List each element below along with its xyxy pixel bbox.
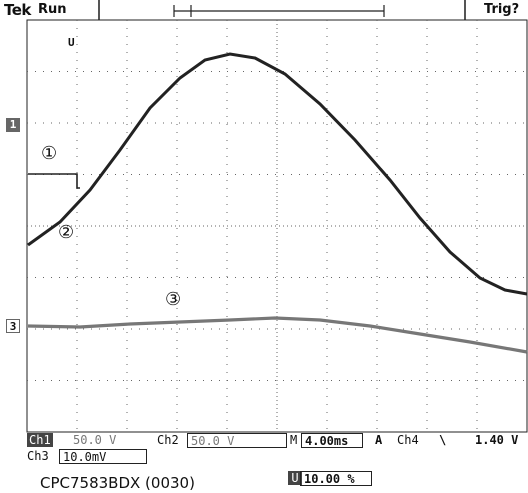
ch3-scale: 10.0mV: [59, 449, 147, 464]
status-readout-row-2: Ch3 10.0mV: [27, 449, 327, 465]
trigger-position-marker: U: [68, 36, 75, 49]
ch3-ground-marker: 3: [6, 319, 20, 333]
trace-ch3-waveform: [27, 316, 528, 354]
trace-ch2-waveform: [27, 52, 528, 296]
brand-logo: Tek: [4, 1, 31, 19]
trace-ch1-step: [28, 173, 80, 189]
ch2-label: Ch2: [157, 433, 179, 447]
trigger-mode: A: [375, 433, 383, 447]
trigger-source: Ch4: [397, 433, 419, 447]
position-marker-icon: U: [288, 471, 302, 485]
annotation-label-3: ③: [165, 289, 182, 310]
ch2-scale: 50.0 V: [187, 433, 287, 448]
header-divider-right: [464, 0, 466, 20]
timebase-value: 4.00ms: [301, 433, 363, 448]
annotation-label-1: ①: [41, 143, 58, 164]
figure-caption: CPC7583BDX (0030): [40, 474, 195, 492]
record-view-bracket: [173, 5, 385, 17]
ch3-label: Ch3: [27, 449, 49, 463]
position-value: 10.00 %: [300, 471, 372, 486]
graticule-grid: [27, 20, 527, 432]
ch1-scale: 50.0 V: [73, 433, 117, 447]
annotation-label-2: ②: [58, 222, 75, 243]
trigger-status: Trig?: [484, 2, 520, 17]
trigger-slope-icon: \: [439, 433, 447, 447]
trigger-level: 1.40 V: [475, 433, 519, 447]
ch1-ground-marker: 1: [6, 118, 20, 132]
acquisition-mode: Run: [38, 2, 67, 17]
status-readout-row-1: Ch1 50.0 V Ch2 50.0 V M 4.00ms A Ch4 \ 1…: [27, 433, 528, 449]
ch1-label: Ch1: [27, 433, 53, 447]
timebase-prefix: M: [290, 433, 298, 447]
header-divider-left: [98, 0, 100, 20]
